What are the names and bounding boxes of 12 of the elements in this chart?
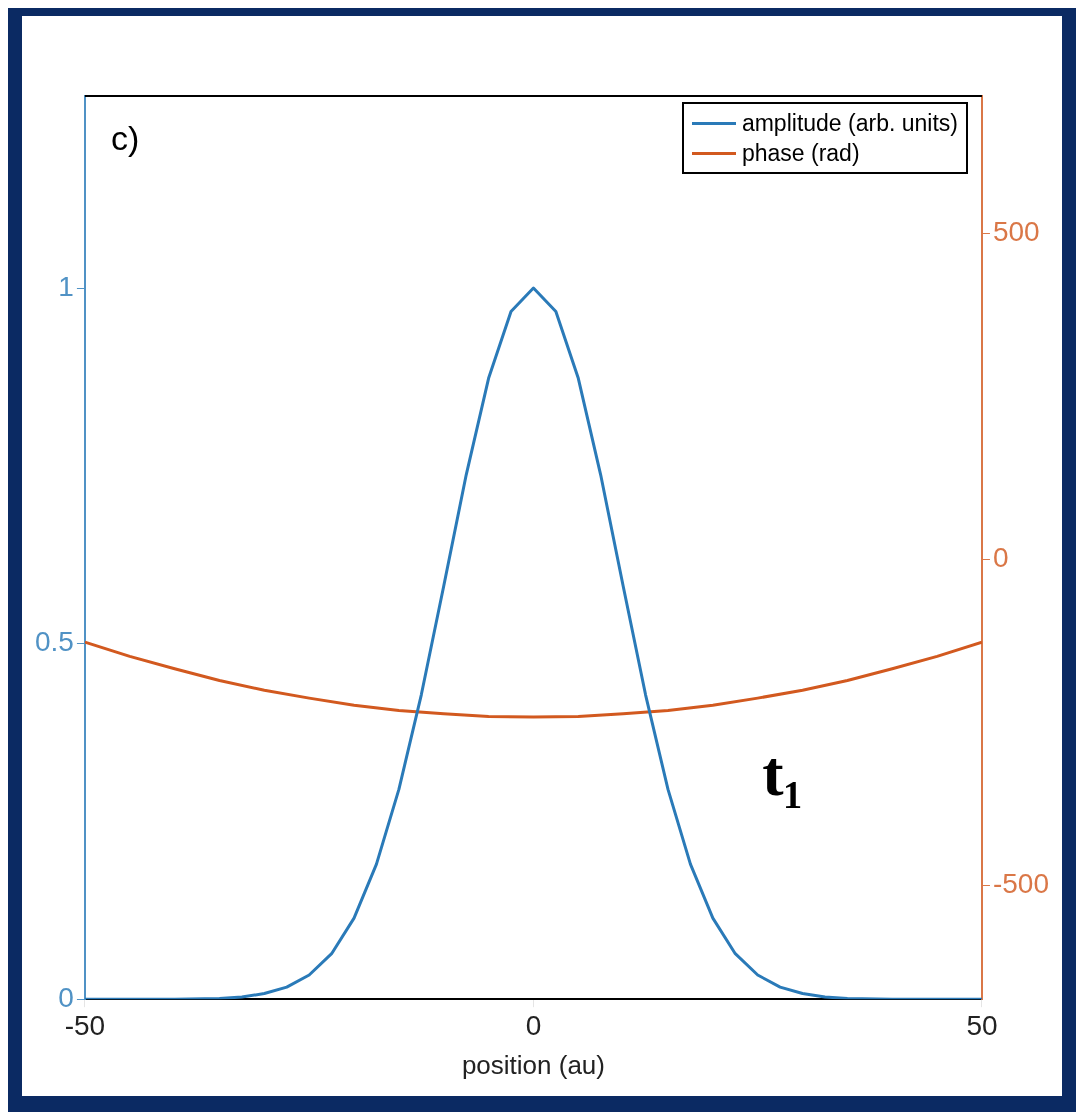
annotation: t₁	[762, 737, 803, 809]
legend-label: phase (rad)	[741, 139, 860, 168]
x-tick-label: 50	[966, 1009, 998, 1041]
x-axis-title: position (au)	[461, 1049, 605, 1080]
y2-tick-label: 500	[992, 216, 1040, 248]
y-tick-label: 0.5	[34, 626, 74, 658]
y2-tick-label: 0	[992, 542, 1009, 574]
legend-label: amplitude (arb. units)	[741, 109, 958, 138]
y2-tick-label: -500	[992, 867, 1050, 899]
x-tick-label: 0	[525, 1009, 542, 1041]
annotation: c)	[110, 119, 140, 158]
y-tick-label: 1	[58, 270, 74, 302]
